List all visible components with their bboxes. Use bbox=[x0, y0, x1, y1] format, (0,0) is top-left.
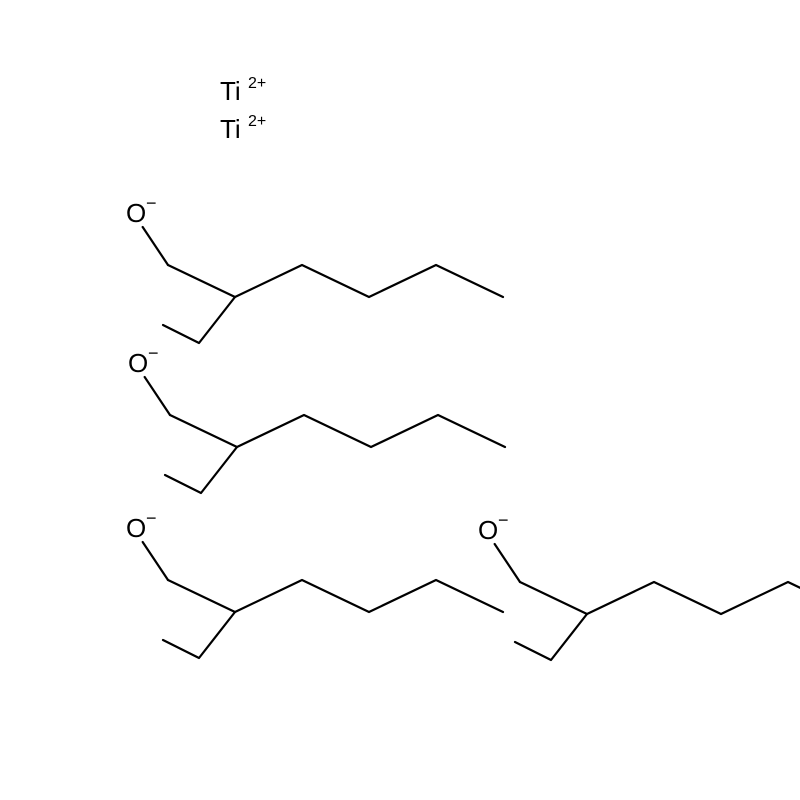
ligand-2-o-charge: − bbox=[148, 343, 159, 363]
ligand-4-o-label: O bbox=[478, 515, 498, 545]
ligand-4-o-charge: − bbox=[498, 510, 509, 530]
ligand-3-o-charge: − bbox=[146, 508, 157, 528]
ti-ion-2-symbol: Ti bbox=[220, 114, 241, 144]
ti-ion-1-symbol: Ti bbox=[220, 76, 241, 106]
ligand-3-o-label: O bbox=[126, 513, 146, 543]
ligand-2-o-label: O bbox=[128, 348, 148, 378]
ti-ion-2-charge: 2+ bbox=[248, 113, 266, 130]
ti-ion-1-charge: 2+ bbox=[248, 75, 266, 92]
ligand-1-o-label: O bbox=[126, 198, 146, 228]
ligand-1-o-charge: − bbox=[146, 193, 157, 213]
canvas-bg bbox=[0, 0, 800, 800]
